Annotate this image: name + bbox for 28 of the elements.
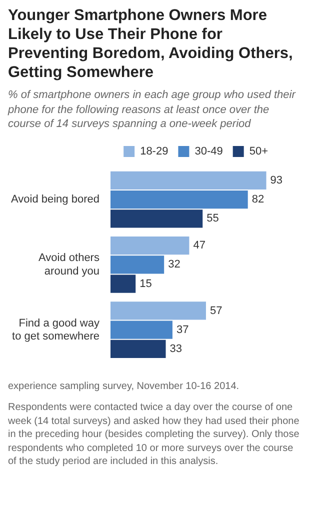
chart-title: Younger Smartphone Owners More Likely to Use Their Phone for Preventing Boredom, Avoiding Others, Getting Somewhere xyxy=(8,6,294,82)
y-tick-label: Avoid others around you xyxy=(38,252,100,277)
bar xyxy=(110,209,203,228)
bar xyxy=(110,170,266,190)
legend-label: 50+ xyxy=(249,145,268,158)
bar xyxy=(110,255,164,274)
y-tick-label: Avoid being bored xyxy=(10,193,100,206)
data-label: 32 xyxy=(168,258,180,270)
data-label: 55 xyxy=(206,212,219,224)
data-label: 33 xyxy=(170,342,182,354)
y-tick-label: Find a good way to get somewhere xyxy=(12,316,100,342)
legend-label: 18-29 xyxy=(140,145,168,158)
bar xyxy=(110,339,166,358)
chart-subtitle: % of smartphone owners in each age group who used their phone for the following reasons at least once over the course of 14 surveys spanning a one-week period xyxy=(8,88,297,132)
data-label: 57 xyxy=(210,304,222,316)
data-label: 82 xyxy=(252,193,264,206)
data-label: 93 xyxy=(270,174,283,186)
data-label: 15 xyxy=(140,277,152,290)
text: experience sampling survey, November 10-16 2014. xyxy=(8,380,240,393)
bar xyxy=(110,190,248,208)
legend-label: 30-49 xyxy=(194,145,223,158)
data-label: 37 xyxy=(176,323,189,336)
data-label: 47 xyxy=(193,239,206,252)
bar xyxy=(110,236,190,254)
text: Respondents were contacted twice a day over the course of one week (14 total surveys) and asked how they had used their phone in the preceding hour (besides completing the survey). Only those respondents who completed 10 or more surveys over the course of the study period are included in this analysis. xyxy=(8,401,300,468)
bar xyxy=(110,301,206,320)
bar xyxy=(110,320,172,338)
bar xyxy=(110,274,136,292)
